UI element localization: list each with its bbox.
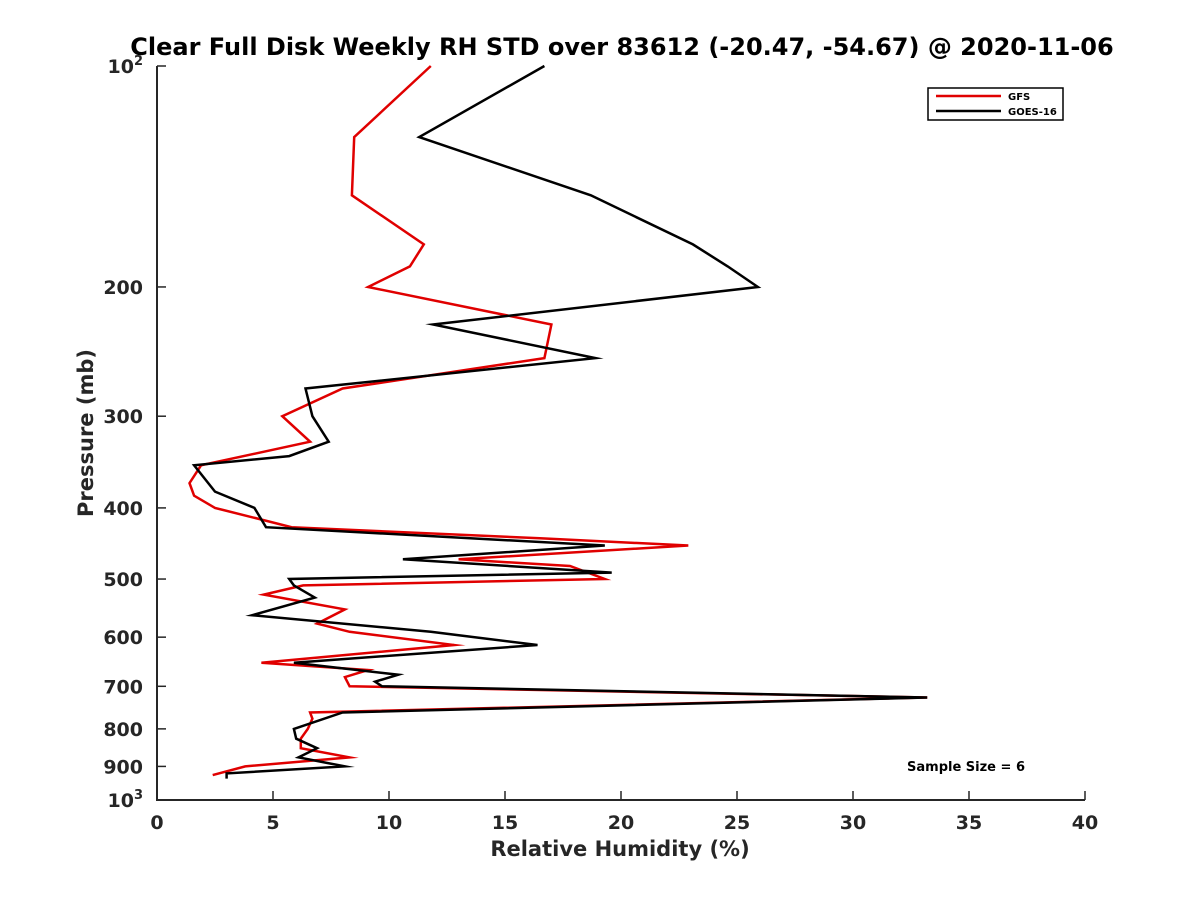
y-tick-label: 200 [103, 277, 143, 299]
x-ticks: 0 5 10 15 20 25 30 35 40 [150, 791, 1098, 834]
y-tick-label: 500 [103, 569, 143, 591]
x-axis-label: Relative Humidity (%) [490, 837, 749, 861]
x-tick-label: 20 [608, 812, 634, 834]
x-tick-label: 35 [956, 812, 982, 834]
legend-label: GFS [1008, 92, 1030, 103]
sample-size-annotation: Sample Size = 6 [907, 760, 1025, 775]
x-tick-label: 25 [724, 812, 750, 834]
x-tick-label: 40 [1072, 812, 1098, 834]
series-layer [188, 64, 928, 779]
legend-label: GOES-16 [1008, 107, 1057, 118]
y-ticks: 102 200 300 400 500 600 700 800 900 103 [103, 54, 166, 812]
plot-area: 0 5 10 15 20 25 30 35 40 102 200 300 400 500 600 700 80… [103, 54, 1098, 834]
x-tick-label: 0 [150, 812, 163, 834]
y-tick-label: 900 [103, 756, 143, 778]
series-line-gfs [188, 65, 928, 777]
y-tick-label: 600 [103, 627, 143, 649]
x-tick-label: 30 [840, 812, 866, 834]
y-tick-label: 800 [103, 719, 143, 741]
series-line-goes-16 [191, 64, 928, 779]
y-axis-label: Pressure (mb) [74, 349, 98, 517]
x-tick-label: 10 [376, 812, 402, 834]
y-tick-label: 300 [103, 406, 143, 428]
x-tick-label: 15 [492, 812, 518, 834]
y-tick-label: 400 [103, 498, 143, 520]
x-tick-label: 5 [266, 812, 279, 834]
y-tick-label: 102 [108, 54, 144, 78]
chart-title: Clear Full Disk Weekly RH STD over 83612… [130, 33, 1113, 61]
legend: GFS GOES-16 [927, 87, 1064, 121]
y-tick-label: 700 [103, 676, 143, 698]
legend-box [927, 87, 1064, 121]
y-tick-label: 103 [108, 788, 144, 812]
